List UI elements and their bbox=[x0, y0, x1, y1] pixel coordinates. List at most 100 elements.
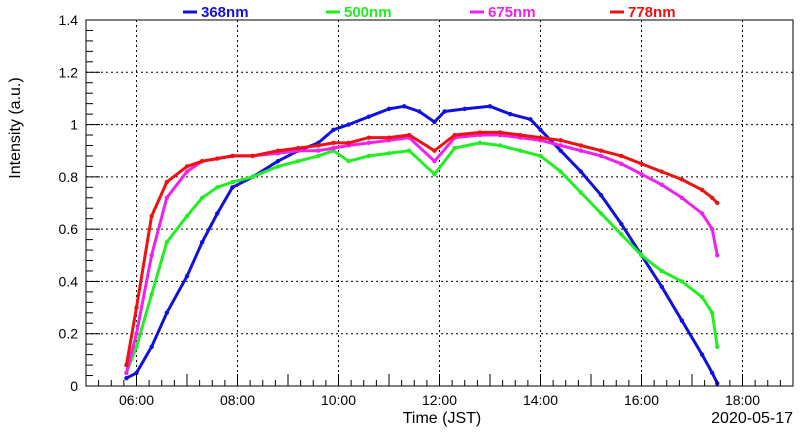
data-point bbox=[432, 158, 437, 164]
series-675nm bbox=[124, 132, 720, 376]
data-point bbox=[134, 331, 139, 336]
legend: 368nm 500nm 675nm 778nm bbox=[183, 4, 676, 21]
x-tick-label: 10:00 bbox=[321, 392, 356, 408]
data-point bbox=[149, 213, 154, 219]
data-point bbox=[386, 135, 392, 140]
data-point bbox=[699, 294, 705, 300]
data-point bbox=[497, 130, 503, 135]
series-layer bbox=[124, 104, 720, 386]
data-point bbox=[432, 148, 437, 153]
data-point bbox=[230, 153, 235, 159]
y-tick-label: 1.2 bbox=[59, 64, 79, 80]
series-778nm bbox=[124, 130, 720, 368]
data-point bbox=[659, 268, 664, 274]
data-point bbox=[124, 375, 129, 381]
data-point bbox=[452, 132, 457, 138]
data-point bbox=[508, 111, 513, 117]
data-point bbox=[538, 127, 543, 132]
data-point bbox=[149, 344, 154, 349]
data-point bbox=[699, 211, 705, 216]
data-point bbox=[528, 117, 533, 122]
data-point bbox=[487, 104, 493, 109]
data-point bbox=[331, 145, 336, 151]
data-point bbox=[275, 148, 281, 153]
x-tick-label: 18:00 bbox=[725, 392, 760, 408]
data-point bbox=[184, 169, 190, 174]
y-axis-title: Intensity (a.u.) bbox=[7, 77, 24, 178]
data-point bbox=[331, 127, 336, 132]
data-point bbox=[215, 211, 220, 216]
data-point bbox=[538, 153, 543, 159]
data-point bbox=[164, 195, 169, 200]
data-point bbox=[199, 158, 205, 164]
data-point bbox=[134, 370, 139, 376]
data-point bbox=[407, 132, 412, 138]
x-tick-label: 14:00 bbox=[523, 392, 558, 408]
data-point bbox=[346, 158, 351, 164]
data-point bbox=[149, 253, 154, 258]
data-point bbox=[578, 190, 584, 195]
data-point bbox=[715, 200, 720, 206]
data-point bbox=[366, 114, 371, 119]
data-point bbox=[619, 221, 624, 227]
data-point bbox=[715, 344, 720, 349]
legend-label: 500nm bbox=[344, 4, 392, 21]
data-point bbox=[639, 172, 644, 177]
legend-item: 675nm bbox=[470, 4, 536, 21]
data-point bbox=[518, 148, 523, 153]
data-point bbox=[477, 140, 483, 146]
data-point bbox=[598, 211, 604, 216]
data-point bbox=[619, 153, 624, 159]
data-point bbox=[452, 145, 457, 151]
data-point bbox=[184, 274, 190, 279]
x-tick-label: 06:00 bbox=[119, 392, 154, 408]
legend-item: 368nm bbox=[183, 4, 249, 21]
y-tick-label: 1 bbox=[70, 117, 78, 133]
data-point bbox=[316, 148, 321, 153]
data-point bbox=[316, 153, 321, 159]
data-point bbox=[679, 177, 685, 182]
legend-item: 500nm bbox=[326, 4, 392, 21]
data-point bbox=[134, 344, 139, 349]
data-point bbox=[199, 195, 205, 200]
data-point bbox=[462, 106, 467, 112]
data-point bbox=[497, 143, 503, 148]
data-point bbox=[598, 153, 604, 159]
data-point bbox=[124, 370, 129, 376]
data-point bbox=[659, 169, 664, 174]
data-point bbox=[619, 161, 624, 166]
data-point bbox=[710, 370, 715, 376]
data-point bbox=[679, 195, 685, 200]
data-point bbox=[558, 148, 563, 153]
data-point bbox=[366, 140, 371, 146]
data-point bbox=[215, 185, 220, 190]
series-line bbox=[124, 133, 719, 374]
data-point bbox=[331, 140, 336, 146]
legend-label: 675nm bbox=[488, 4, 536, 21]
data-point bbox=[346, 122, 351, 127]
data-point bbox=[659, 182, 664, 187]
data-point bbox=[518, 132, 523, 138]
data-point bbox=[715, 253, 720, 258]
data-point bbox=[639, 253, 644, 258]
x-tick-label: 12:00 bbox=[422, 392, 457, 408]
data-point bbox=[215, 156, 220, 161]
data-point bbox=[250, 153, 255, 159]
tick-labels: 06:00 08:00 10:00 12:00 14:00 16:00 18:00 0 0.2 0… bbox=[59, 12, 761, 408]
data-point bbox=[710, 310, 715, 315]
data-point bbox=[558, 169, 563, 174]
y-tick-label: 1.4 bbox=[59, 12, 79, 28]
data-point bbox=[578, 148, 584, 153]
legend-item: 778nm bbox=[610, 4, 676, 21]
data-point bbox=[164, 179, 169, 185]
data-point bbox=[164, 310, 169, 315]
data-point bbox=[477, 130, 483, 135]
y-tick-label: 0.4 bbox=[59, 273, 79, 289]
data-point bbox=[250, 174, 255, 180]
data-point bbox=[184, 213, 190, 219]
data-point bbox=[295, 145, 301, 151]
data-point bbox=[442, 109, 447, 114]
data-point bbox=[558, 138, 563, 143]
data-point bbox=[386, 106, 392, 112]
data-point bbox=[710, 195, 715, 200]
